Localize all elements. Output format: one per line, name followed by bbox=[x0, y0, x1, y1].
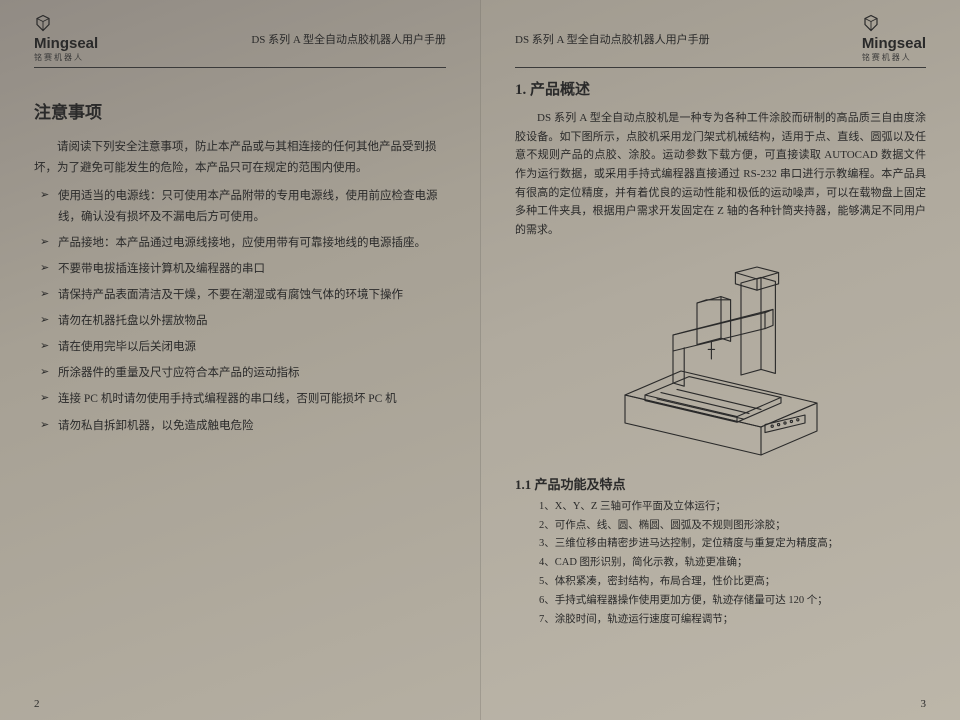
precaution-item: 请勿私自拆卸机器，以免造成触电危险 bbox=[40, 416, 446, 436]
feature-item: 2、可作点、线、圆、椭圆、圆弧及不规则图形涂胶； bbox=[539, 518, 926, 535]
feature-item: 1、X、Y、Z 三轴可作平面及立体运行； bbox=[539, 499, 926, 516]
page-header-left: Mingseal 铭赛机器人 DS 系列 A 型全自动点胶机器人用户手册 bbox=[34, 14, 446, 68]
right-page: DS 系列 A 型全自动点胶机器人用户手册 Mingseal 铭赛机器人 1. … bbox=[480, 0, 960, 720]
page-header-right: DS 系列 A 型全自动点胶机器人用户手册 Mingseal 铭赛机器人 bbox=[515, 14, 926, 68]
precaution-item: 请在使用完毕以后关闭电源 bbox=[40, 337, 446, 357]
machine-illustration bbox=[601, 254, 841, 464]
logo-area-left: Mingseal 铭赛机器人 bbox=[34, 14, 98, 63]
header-title-right: DS 系列 A 型全自动点胶机器人用户手册 bbox=[515, 31, 710, 47]
header-title-left: DS 系列 A 型全自动点胶机器人用户手册 bbox=[251, 31, 446, 47]
precaution-item: 所涂器件的重量及尺寸应符合本产品的运动指标 bbox=[40, 363, 446, 383]
brand-sub: 铭赛机器人 bbox=[862, 52, 926, 63]
right-section-title: 1. 产品概述 bbox=[515, 78, 926, 99]
brand-sub: 铭赛机器人 bbox=[34, 52, 98, 63]
page-number-left: 2 bbox=[34, 698, 40, 710]
feature-item: 4、CAD 图形识别，简化示教，轨迹更准确； bbox=[539, 555, 926, 572]
feature-item: 3、三维位移由精密步进马达控制，定位精度与重复定为精度高； bbox=[539, 536, 926, 553]
precaution-item: 产品接地：本产品通过电源线接地，应使用带有可靠接地线的电源插座。 bbox=[40, 233, 446, 253]
features-title: 1.1 产品功能及特点 bbox=[515, 474, 926, 493]
mingseal-logo-icon bbox=[34, 14, 52, 32]
left-section-title: 注意事项 bbox=[34, 98, 446, 123]
brand-name: Mingseal bbox=[862, 35, 926, 52]
features-list: 1、X、Y、Z 三轴可作平面及立体运行； 2、可作点、线、圆、椭圆、圆弧及不规则… bbox=[515, 499, 926, 629]
left-intro-paragraph: 请阅读下列安全注意事项，防止本产品或与其相连接的任何其他产品受到损坏，为了避免可… bbox=[34, 137, 446, 178]
feature-item: 6、手持式编程器操作使用更加方便，轨迹存储量可达 120 个； bbox=[539, 593, 926, 610]
left-page: Mingseal 铭赛机器人 DS 系列 A 型全自动点胶机器人用户手册 注意事… bbox=[0, 0, 480, 720]
precaution-item: 连接 PC 机时请勿使用手持式编程器的串口线，否则可能损坏 PC 机 bbox=[40, 389, 446, 409]
precaution-item: 使用适当的电源线：只可使用本产品附带的专用电源线，使用前应检查电源线，确认没有损… bbox=[40, 186, 446, 226]
logo-area-right: Mingseal 铭赛机器人 bbox=[862, 14, 926, 63]
brand-name: Mingseal bbox=[34, 35, 98, 52]
precaution-item: 请勿在机器托盘以外摆放物品 bbox=[40, 311, 446, 331]
precaution-item: 请保持产品表面清洁及干燥，不要在潮湿或有腐蚀气体的环境下操作 bbox=[40, 285, 446, 305]
overview-paragraph: DS 系列 A 型全自动点胶机是一种专为各种工件涂胶而研制的高品质三自由度涂胶设… bbox=[515, 109, 926, 240]
precaution-item: 不要带电拔插连接计算机及编程器的串口 bbox=[40, 259, 446, 279]
feature-item: 7、涂胶时间，轨迹运行速度可编程调节； bbox=[539, 612, 926, 629]
page-number-right: 3 bbox=[921, 698, 927, 710]
precautions-list: 使用适当的电源线：只可使用本产品附带的专用电源线，使用前应检查电源线，确认没有损… bbox=[34, 186, 446, 435]
mingseal-logo-icon bbox=[862, 14, 880, 32]
feature-item: 5、体积紧凑，密封结构，布局合理，性价比更高； bbox=[539, 574, 926, 591]
